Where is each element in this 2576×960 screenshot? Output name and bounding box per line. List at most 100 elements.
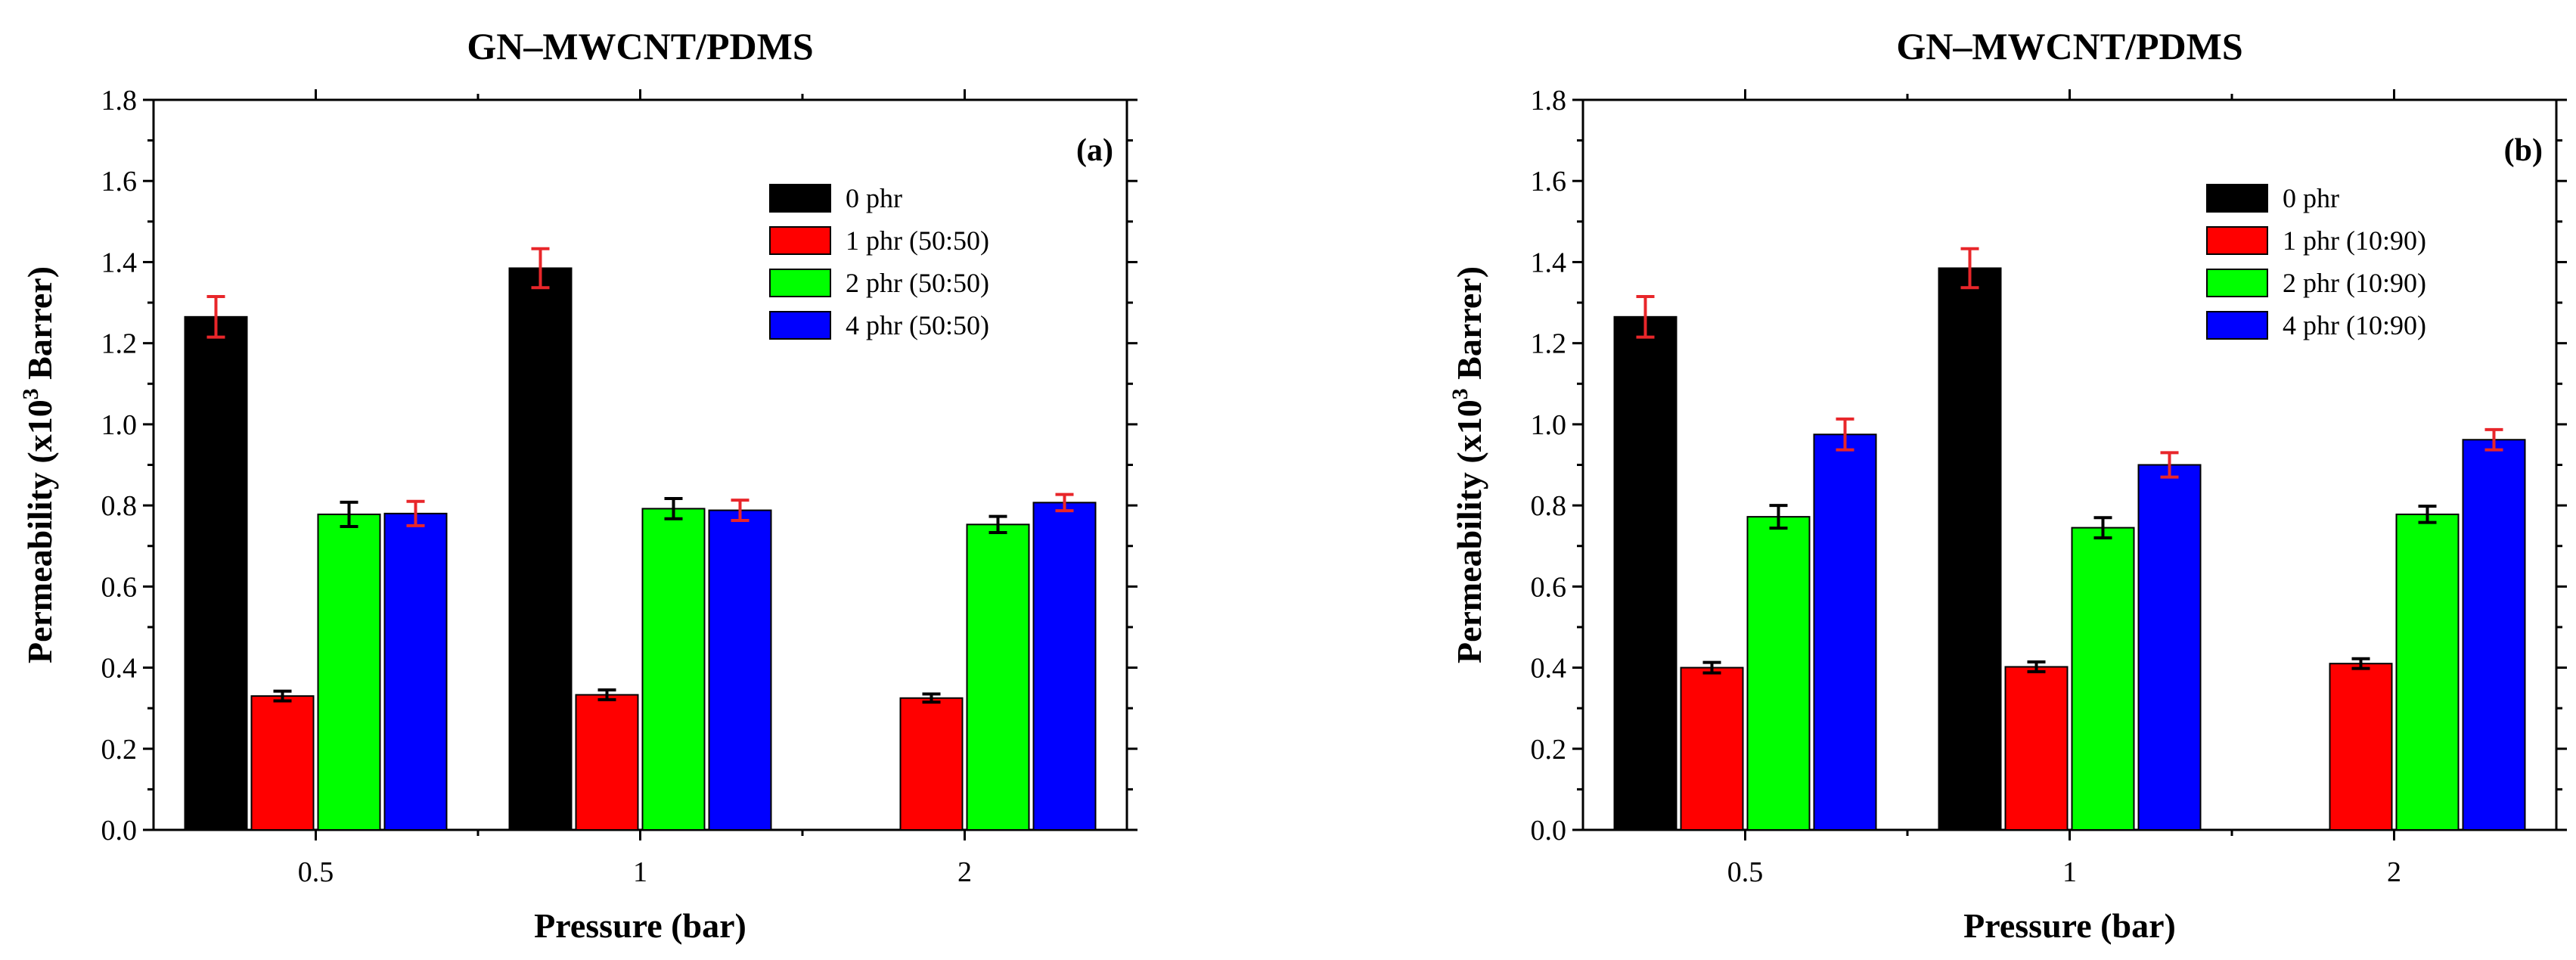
y-tick-label: 0.6 [101,571,138,603]
error-bar [2484,427,2503,452]
error-bar [206,295,225,339]
x-tick-label: 2 [2387,856,2401,888]
y-tick-label: 0.0 [101,815,138,847]
y-tick-label: 1.6 [101,166,138,197]
legend-swatch [769,184,831,213]
bar-1-phr-50-50--2 [899,697,964,831]
bar-2-phr-10-90--2 [2395,513,2460,831]
legend-swatch [769,311,831,340]
error-bar [731,499,750,522]
bar-2-phr-50-50--1 [641,508,706,831]
legend-label: 4 phr (50:50) [846,310,989,340]
y-axis-title: Permeability (x103 Barrer) [18,266,59,663]
y-tick-label: 1.0 [1531,409,1567,441]
bar-4-phr-50-50--1 [708,509,772,831]
bar-4-phr-10-90--0-5 [1813,433,1877,831]
error-bar [2351,657,2370,670]
chart-panel-b: GN–MWCNT/PDMS 0.0 0.2 0.4 0.6 0.8 1.0 1.2 1.4 1.6… [1448,25,2567,945]
y-tick-label: 1.8 [101,85,138,117]
x-tick-label: 1 [633,856,647,888]
y-tick-label: 1.0 [101,409,138,441]
legend: 0 phr 1 phr (50:50) 2 phr (50:50) 4 phr (50… [769,183,989,340]
bar-2-phr-10-90--1 [2071,527,2135,831]
legend-swatch [769,226,831,255]
y-axis-title: Permeability (x103 Barrer) [1448,266,1488,663]
legend-swatch [2206,269,2268,297]
y-tick-label: 0.4 [101,653,138,685]
error-bar [597,688,616,701]
bar-0-phr-1 [1938,267,2002,831]
bar-2-phr-50-50--2 [966,523,1030,831]
legend-label: 0 phr [846,183,902,213]
bar-2-phr-50-50--0-5 [317,513,381,831]
error-bar [922,692,941,704]
bar-1-phr-10-90--2 [2329,663,2393,831]
y-tick-label: 0.8 [1531,490,1567,522]
y-tick-label: 1.4 [101,247,138,278]
bar-0-phr-0-5 [1613,315,1678,831]
y-tick-label: 0.0 [1531,815,1567,847]
y-tick-label: 1.8 [1531,85,1567,117]
legend-label: 0 phr [2283,183,2339,213]
x-axis-title: Pressure (bar) [1963,906,2176,945]
error-bar [340,500,358,528]
y-tick-label: 1.2 [1531,328,1567,360]
bar-1-phr-50-50--1 [575,694,639,831]
y-tick-label: 1.6 [1531,166,1567,197]
y-axis-title-suffix: Barrer) [20,266,59,388]
error-bar [531,247,550,290]
bar-0-phr-0-5 [184,315,248,831]
error-bar [664,496,683,520]
y-tick-label: 1.2 [101,328,138,360]
error-bar [989,514,1007,535]
bar-1-phr-50-50--0-5 [250,695,315,831]
error-bar [1702,660,1721,675]
error-bar [1636,295,1655,339]
panel-label: (a) [1076,133,1113,168]
legend-label: 2 phr (50:50) [846,268,989,298]
y-axis-title-suffix: Barrer) [1450,266,1488,388]
error-bar [2093,516,2112,539]
y-tick-label: 1.4 [1531,247,1567,278]
chart-panel-a: GN–MWCNT/PDMS 0.0 0.2 0.4 0.6 0.8 1.0 1.2 1.4 1.6… [18,25,1137,945]
x-tick-label: 1 [2062,856,2077,888]
error-bar [2160,451,2179,479]
error-bar [273,689,292,703]
y-axis-title-prefix: Permeability (x10 [20,399,59,663]
y-tick-label: 0.6 [1531,571,1567,603]
y-tick-label: 0.2 [1531,734,1567,766]
bar-4-phr-10-90--1 [2137,464,2202,831]
legend: 0 phr 1 phr (10:90) 2 phr (10:90) 4 phr (10… [2206,183,2426,340]
legend-swatch [2206,311,2268,340]
y-axis-title-sup: 3 [18,388,43,399]
error-bar [1769,504,1788,530]
bar-0-phr-1 [508,267,573,831]
x-tick-label: 0.5 [1727,856,1764,888]
error-bar [1055,492,1074,513]
legend-swatch [2206,226,2268,255]
legend-label: 2 phr (10:90) [2283,268,2426,298]
error-bar [406,499,425,527]
panel-label: (b) [2504,133,2543,168]
error-bar [2418,505,2437,524]
x-axis-title: Pressure (bar) [534,906,746,945]
chart-title: GN–MWCNT/PDMS [467,25,813,67]
error-bar [1960,247,1979,290]
error-bar [1836,417,1854,452]
chart-title: GN–MWCNT/PDMS [1896,25,2242,67]
bar-4-phr-10-90--2 [2462,439,2526,831]
y-tick-label: 0.2 [101,734,138,766]
legend-label: 1 phr (10:90) [2283,225,2426,256]
bar-4-phr-50-50--0-5 [383,512,448,831]
legend-label: 1 phr (50:50) [846,225,989,256]
x-tick-label: 2 [957,856,972,888]
x-tick-label: 0.5 [298,856,334,888]
y-axis-title-sup: 3 [1448,388,1473,399]
legend-label: 4 phr (10:90) [2283,310,2426,340]
bar-2-phr-10-90--0-5 [1746,516,1811,831]
legend-swatch [2206,184,2268,213]
bar-1-phr-10-90--0-5 [1680,666,1744,831]
y-axis-title-prefix: Permeability (x10 [1450,399,1488,663]
y-tick-label: 0.4 [1531,653,1567,685]
